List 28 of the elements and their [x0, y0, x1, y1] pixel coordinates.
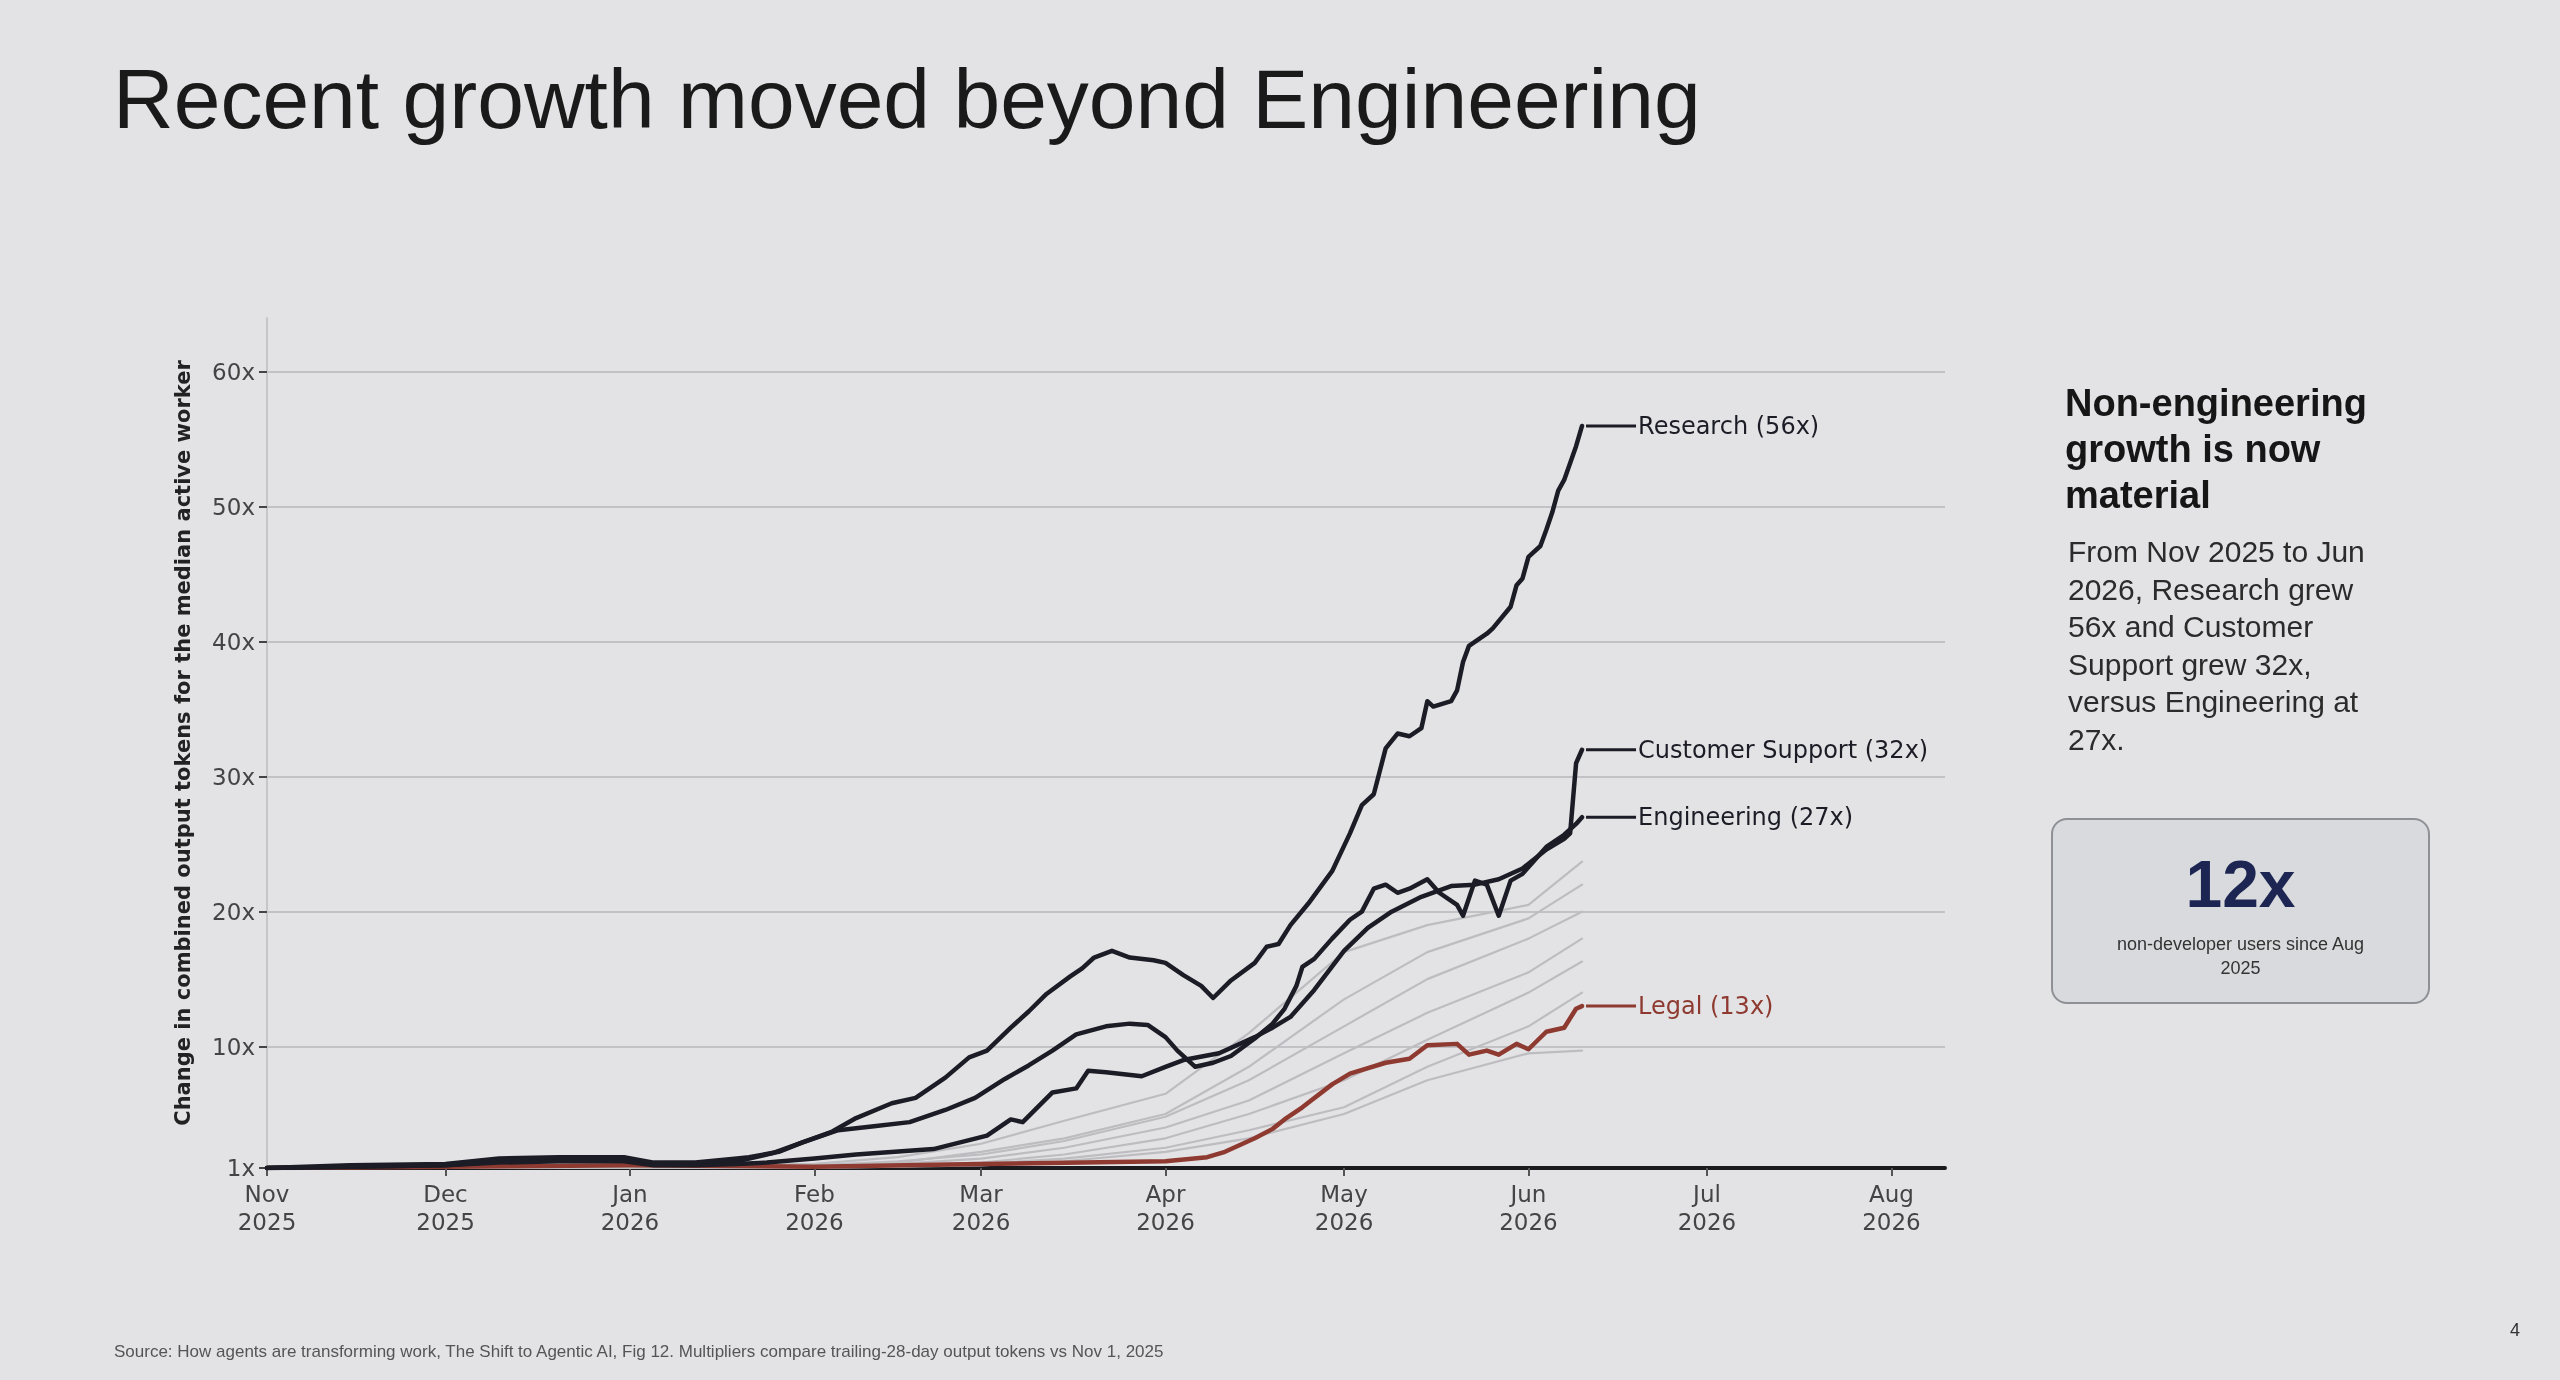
text: From Nov 2025 to Jun 2026, Research grew 56x and Customer Support grew 32x, versus Engineering at 27x.: [2068, 534, 2366, 758]
y-tick-label: 50x: [212, 493, 255, 520]
info-card: 12x non-developer users since Aug 2025: [2051, 818, 2430, 1004]
x-tick-label: Jun 2026: [1499, 1181, 1558, 1235]
y-tick-label: 10x: [212, 1033, 255, 1060]
legend-label: Legal (13x): [1638, 992, 1774, 1021]
legend-label: Customer Support (32x): [1638, 735, 1929, 764]
x-tick-label: Aug 2026: [1862, 1181, 1921, 1235]
y-tick-label: 20x: [212, 898, 255, 925]
x-tick-label: Apr 2026: [1136, 1181, 1195, 1235]
y-axis-title: Change in combined output tokens for the median active worker: [170, 359, 195, 1126]
legend-label: Research (56x): [1638, 411, 1820, 440]
x-tick-label: Jul 2026: [1677, 1181, 1737, 1235]
x-tick-label: Jan 2026: [600, 1181, 660, 1235]
source-note: Source: How agents are transforming work, The Shift to Agentic AI, Fig 12. Multipliers compare trailing-28-day output tokens vs Nov 1, 2025: [114, 1342, 1164, 1362]
y-tick-label: 40x: [212, 628, 255, 655]
x-tick-label: Feb 2026: [785, 1181, 844, 1235]
y-tick-label: 1x: [226, 1155, 255, 1181]
legend-label: Engineering (27x): [1638, 803, 1854, 832]
y-tick-label: 30x: [212, 763, 255, 790]
chart-title: Recent growth moved beyond Engineering: [113, 52, 1701, 146]
text: 4: [2510, 1320, 2521, 1341]
text: Non-engineering growth is now material: [2065, 381, 2368, 518]
x-tick-label: Mar 2026: [951, 1181, 1011, 1235]
x-tick-label: Dec 2025: [416, 1181, 475, 1235]
x-tick-label: May 2026: [1314, 1181, 1374, 1235]
y-tick-label: 60x: [212, 358, 255, 385]
x-tick-label: Nov 2025: [237, 1181, 297, 1235]
